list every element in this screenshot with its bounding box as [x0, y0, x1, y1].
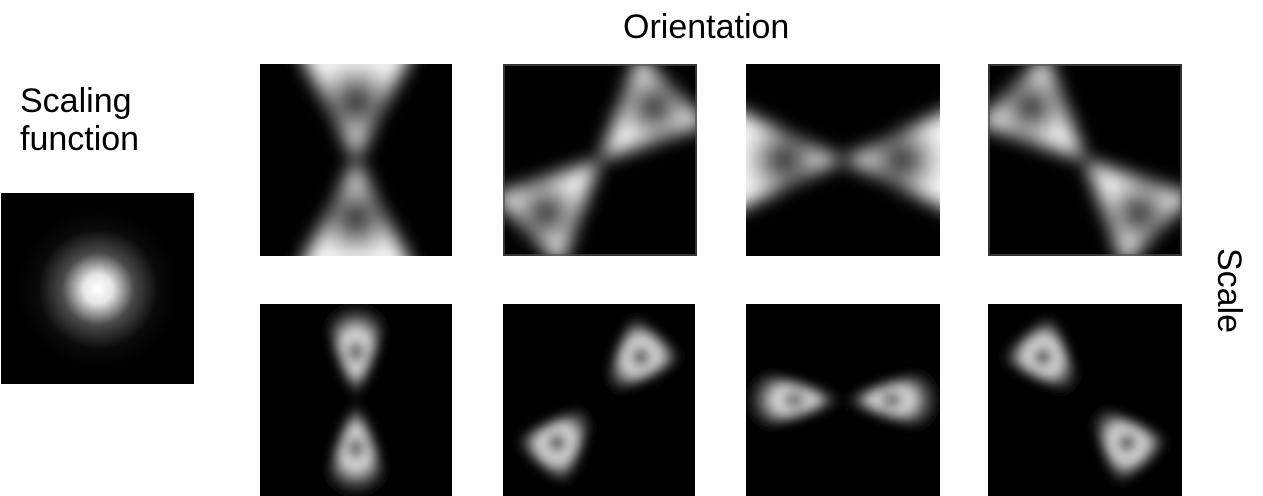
scaling-function-label-line2: function	[20, 120, 140, 158]
filter-fine-vertical	[260, 304, 452, 496]
filter-fine-diagonal-135	[988, 304, 1182, 496]
orientation-axis-label: Orientation	[623, 8, 790, 46]
filter-coarse-horizontal	[746, 64, 940, 256]
scaling-function-panel	[1, 193, 194, 384]
filter-coarse-diagonal-45	[503, 64, 697, 256]
filter-fine-horizontal	[746, 304, 940, 496]
scaling-blob	[18, 209, 178, 369]
filter-fine-diagonal-45	[503, 304, 695, 496]
scaling-function-label-line1: Scaling	[20, 82, 132, 120]
filter-coarse-vertical	[260, 64, 452, 256]
filter-coarse-diagonal-135	[988, 64, 1182, 256]
scale-axis-label: Scale	[1210, 248, 1248, 334]
scaling-function-label: Scaling function	[20, 82, 139, 158]
